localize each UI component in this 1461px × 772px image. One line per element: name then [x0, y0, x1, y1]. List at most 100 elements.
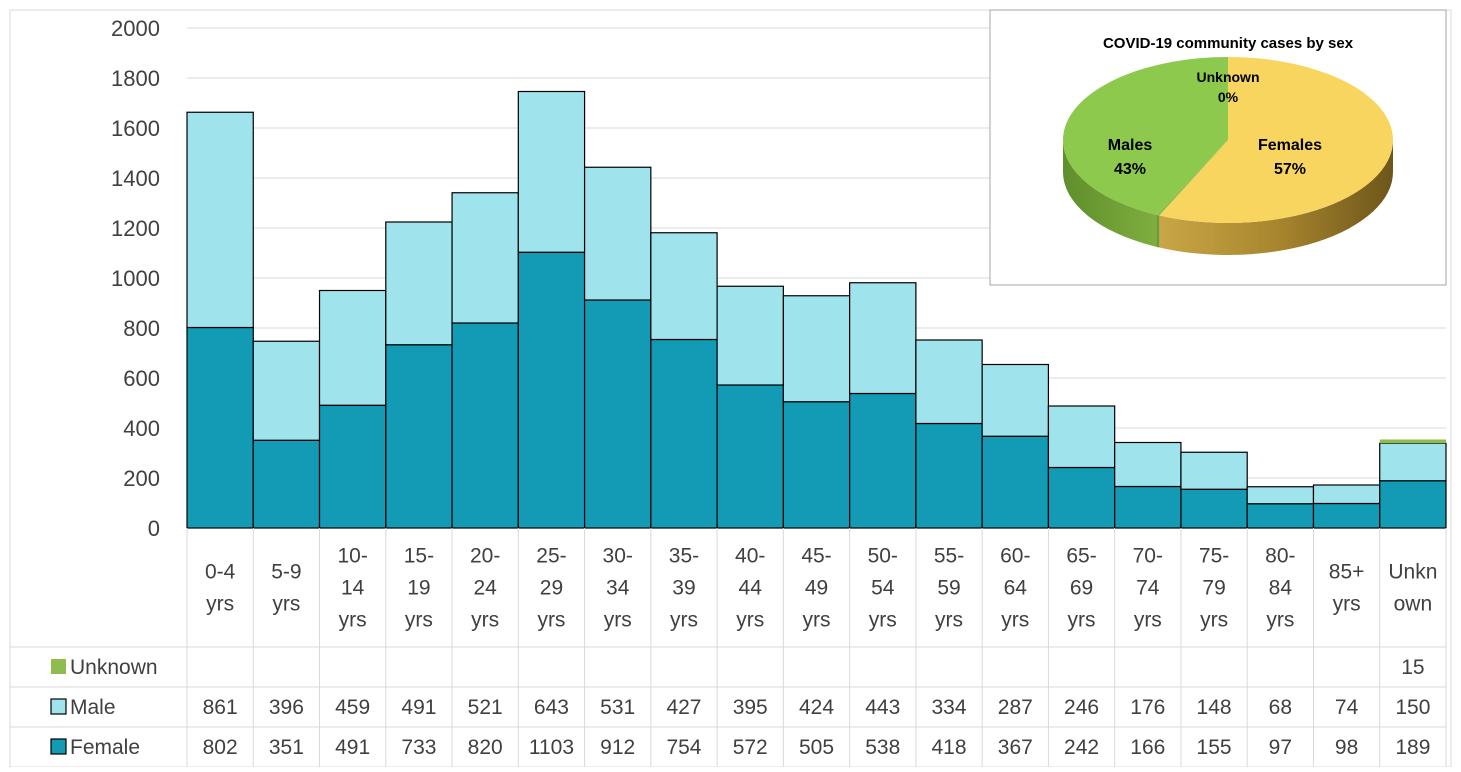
category-label: 54: [871, 577, 895, 600]
y-tick-label: 1800: [111, 66, 160, 91]
bar-male: [1180, 451, 1248, 490]
bar-female: [583, 299, 652, 529]
bar-male: [1379, 442, 1447, 482]
data-label-female: 418: [932, 736, 967, 759]
category-label: yrs: [1200, 609, 1228, 632]
category-label: yrs: [471, 609, 499, 632]
pie-side-females: [1159, 140, 1393, 255]
data-label-male: 459: [335, 696, 370, 719]
bar-female: [1047, 466, 1116, 529]
category-label: 85+: [1329, 561, 1365, 584]
data-label-male: 443: [865, 696, 900, 719]
data-label-female: 351: [269, 736, 304, 759]
bar-female: [981, 435, 1050, 529]
data-label-male: 861: [203, 696, 238, 719]
category-label: 25-: [536, 545, 566, 568]
bar-male: [385, 221, 453, 346]
category-label: 15-: [404, 545, 434, 568]
data-label-unknown: 15: [1401, 656, 1424, 679]
bar-female: [915, 422, 983, 529]
y-tick-label: 1400: [111, 166, 160, 191]
bar-male: [1114, 441, 1182, 488]
pie-label-males: Males: [1108, 137, 1153, 154]
category-label: 84: [1269, 577, 1293, 600]
category-label: own: [1394, 593, 1433, 616]
legend-label-female: Female: [70, 736, 140, 759]
bar-female: [252, 439, 321, 529]
bar-female: [517, 251, 586, 529]
data-label-female: 754: [666, 736, 701, 759]
y-tick-label: 1000: [111, 266, 160, 291]
data-label-female: 820: [468, 736, 503, 759]
y-tick-label: 800: [123, 316, 160, 341]
data-label-male: 643: [534, 696, 569, 719]
legend-key-male: [50, 698, 67, 715]
category-label: yrs: [537, 609, 565, 632]
data-label-female: 912: [600, 736, 635, 759]
category-label: 24: [474, 577, 498, 600]
category-label: 30-: [603, 545, 633, 568]
category-label: yrs: [405, 609, 433, 632]
data-label-female: 572: [733, 736, 768, 759]
pie-side-males: [1063, 140, 1157, 247]
bar-male: [915, 339, 983, 425]
bar-male: [517, 90, 586, 253]
bar-unknown: [1379, 439, 1446, 444]
data-label-male: 246: [1064, 696, 1099, 719]
category-label: yrs: [206, 593, 234, 616]
category-label: yrs: [1068, 609, 1096, 632]
data-label-male: 424: [799, 696, 834, 719]
bar-female: [782, 401, 851, 529]
data-label-male: 531: [600, 696, 635, 719]
data-label-male: 427: [666, 696, 701, 719]
y-tick-label: 200: [123, 466, 160, 491]
category-label: 45-: [801, 545, 831, 568]
category-label: 59: [937, 577, 960, 600]
pie-pct-females: 57%: [1274, 161, 1306, 178]
category-label: yrs: [1134, 609, 1162, 632]
category-label: yrs: [1266, 609, 1294, 632]
category-label: 70-: [1133, 545, 1163, 568]
bar-male: [1312, 484, 1381, 505]
data-label-male: 148: [1197, 696, 1232, 719]
data-label-female: 166: [1130, 736, 1165, 759]
category-label: 39: [672, 577, 695, 600]
legend-key-female: [50, 738, 67, 755]
category-label: yrs: [339, 609, 367, 632]
bar-female: [650, 338, 718, 529]
bar-male: [981, 363, 1050, 437]
bar-male: [650, 232, 718, 341]
category-label: 5-9: [271, 561, 301, 584]
legend-label-unknown: Unknown: [70, 656, 158, 679]
category-label: 69: [1070, 577, 1093, 600]
category-label: 65-: [1066, 545, 1096, 568]
bar-female: [186, 326, 254, 529]
category-label: 10-: [337, 545, 367, 568]
data-label-female: 802: [203, 736, 238, 759]
data-label-male: 287: [998, 696, 1033, 719]
category-label: yrs: [935, 609, 963, 632]
y-tick-label: 600: [123, 366, 160, 391]
bar-male: [782, 295, 851, 403]
pie-pct-unknown: 0%: [1218, 89, 1239, 105]
bar-male: [252, 340, 321, 441]
y-tick-label: 2000: [111, 16, 160, 41]
category-label: 20-: [470, 545, 500, 568]
category-label: 75-: [1199, 545, 1229, 568]
data-label-female: 733: [401, 736, 436, 759]
pie-label-unknown: Unknown: [1197, 69, 1260, 85]
bar-male: [1047, 405, 1116, 469]
category-label: yrs: [670, 609, 698, 632]
category-label: yrs: [803, 609, 831, 632]
data-label-male: 491: [401, 696, 436, 719]
y-tick-label: 400: [123, 416, 160, 441]
data-label-male: 150: [1395, 696, 1430, 719]
bar-female: [716, 384, 784, 529]
data-label-female: 505: [799, 736, 834, 759]
data-label-male: 334: [932, 696, 967, 719]
data-label-male: 395: [733, 696, 768, 719]
pie-side-unknown: [1156, 214, 1160, 248]
category-label: 44: [739, 577, 763, 600]
data-label-female: 98: [1335, 736, 1358, 759]
